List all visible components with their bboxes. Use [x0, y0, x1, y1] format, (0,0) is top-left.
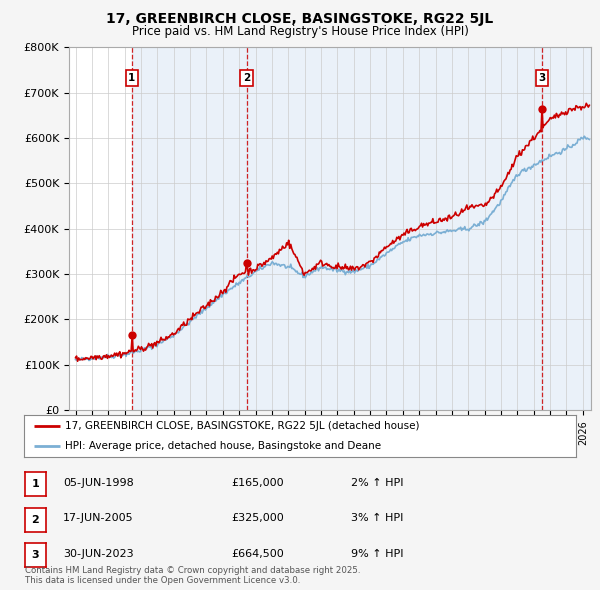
Text: £165,000: £165,000 [231, 478, 284, 488]
Text: 05-JUN-1998: 05-JUN-1998 [63, 478, 134, 488]
Text: 1: 1 [128, 73, 136, 83]
Bar [247, 47, 542, 410]
Text: 2: 2 [243, 73, 250, 83]
Text: HPI: Average price, detached house, Basingstoke and Deane: HPI: Average price, detached house, Basi… [65, 441, 382, 451]
Text: 17, GREENBIRCH CLOSE, BASINGSTOKE, RG22 5JL (detached house): 17, GREENBIRCH CLOSE, BASINGSTOKE, RG22 … [65, 421, 420, 431]
Text: £664,500: £664,500 [231, 549, 284, 559]
Text: 2% ↑ HPI: 2% ↑ HPI [351, 478, 404, 488]
Text: 9% ↑ HPI: 9% ↑ HPI [351, 549, 404, 559]
Text: 2: 2 [32, 514, 39, 525]
Text: 17-JUN-2005: 17-JUN-2005 [63, 513, 134, 523]
Text: Price paid vs. HM Land Registry's House Price Index (HPI): Price paid vs. HM Land Registry's House … [131, 25, 469, 38]
Text: 3: 3 [32, 550, 39, 560]
Text: 1: 1 [32, 479, 39, 489]
Text: 30-JUN-2023: 30-JUN-2023 [63, 549, 134, 559]
Bar [132, 47, 247, 410]
Bar [542, 47, 591, 410]
Text: £325,000: £325,000 [231, 513, 284, 523]
Text: 17, GREENBIRCH CLOSE, BASINGSTOKE, RG22 5JL: 17, GREENBIRCH CLOSE, BASINGSTOKE, RG22 … [106, 12, 494, 26]
Text: 3: 3 [538, 73, 545, 83]
Text: 3% ↑ HPI: 3% ↑ HPI [351, 513, 403, 523]
Text: Contains HM Land Registry data © Crown copyright and database right 2025.
This d: Contains HM Land Registry data © Crown c… [25, 566, 361, 585]
